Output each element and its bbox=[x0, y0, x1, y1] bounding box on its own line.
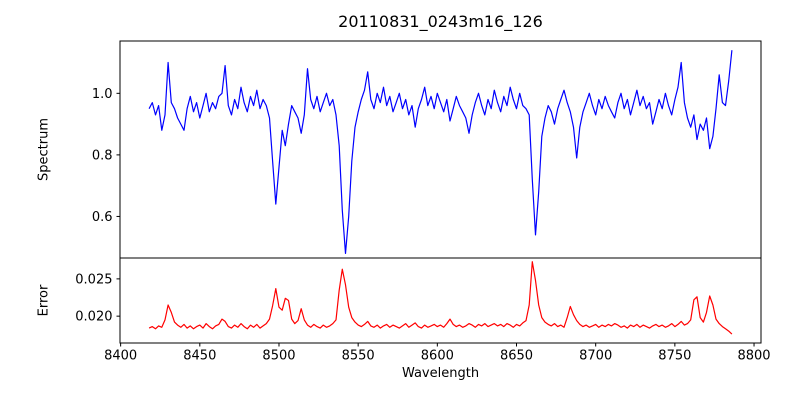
spectrum-panel-border bbox=[119, 40, 762, 259]
x-tick-label: 8700 bbox=[579, 349, 612, 364]
x-tick-label: 8500 bbox=[262, 349, 295, 364]
spectrum-line bbox=[148, 50, 733, 254]
error-y-tick-label: 0.020 bbox=[75, 310, 112, 325]
error-panel-border bbox=[119, 257, 762, 344]
chart-title: 20110831_0243m16_126 bbox=[338, 12, 543, 31]
x-tick-label: 8600 bbox=[421, 349, 454, 364]
x-tick-label: 8650 bbox=[500, 349, 533, 364]
spectrum-y-tick-label: 0.6 bbox=[92, 210, 113, 225]
spectrum-y-tick-label: 1.0 bbox=[92, 87, 113, 102]
x-axis-label: Wavelength bbox=[401, 366, 480, 381]
spectrum-y-tick-label: 0.8 bbox=[92, 148, 113, 163]
x-tick-label: 8550 bbox=[342, 349, 375, 364]
error-line bbox=[148, 261, 733, 335]
x-tick-label: 8800 bbox=[737, 349, 770, 364]
x-tick-label: 8750 bbox=[658, 349, 691, 364]
error-y-tick-label: 0.025 bbox=[75, 272, 112, 287]
x-tick-label: 8400 bbox=[104, 349, 137, 364]
x-tick-label: 8450 bbox=[183, 349, 216, 364]
